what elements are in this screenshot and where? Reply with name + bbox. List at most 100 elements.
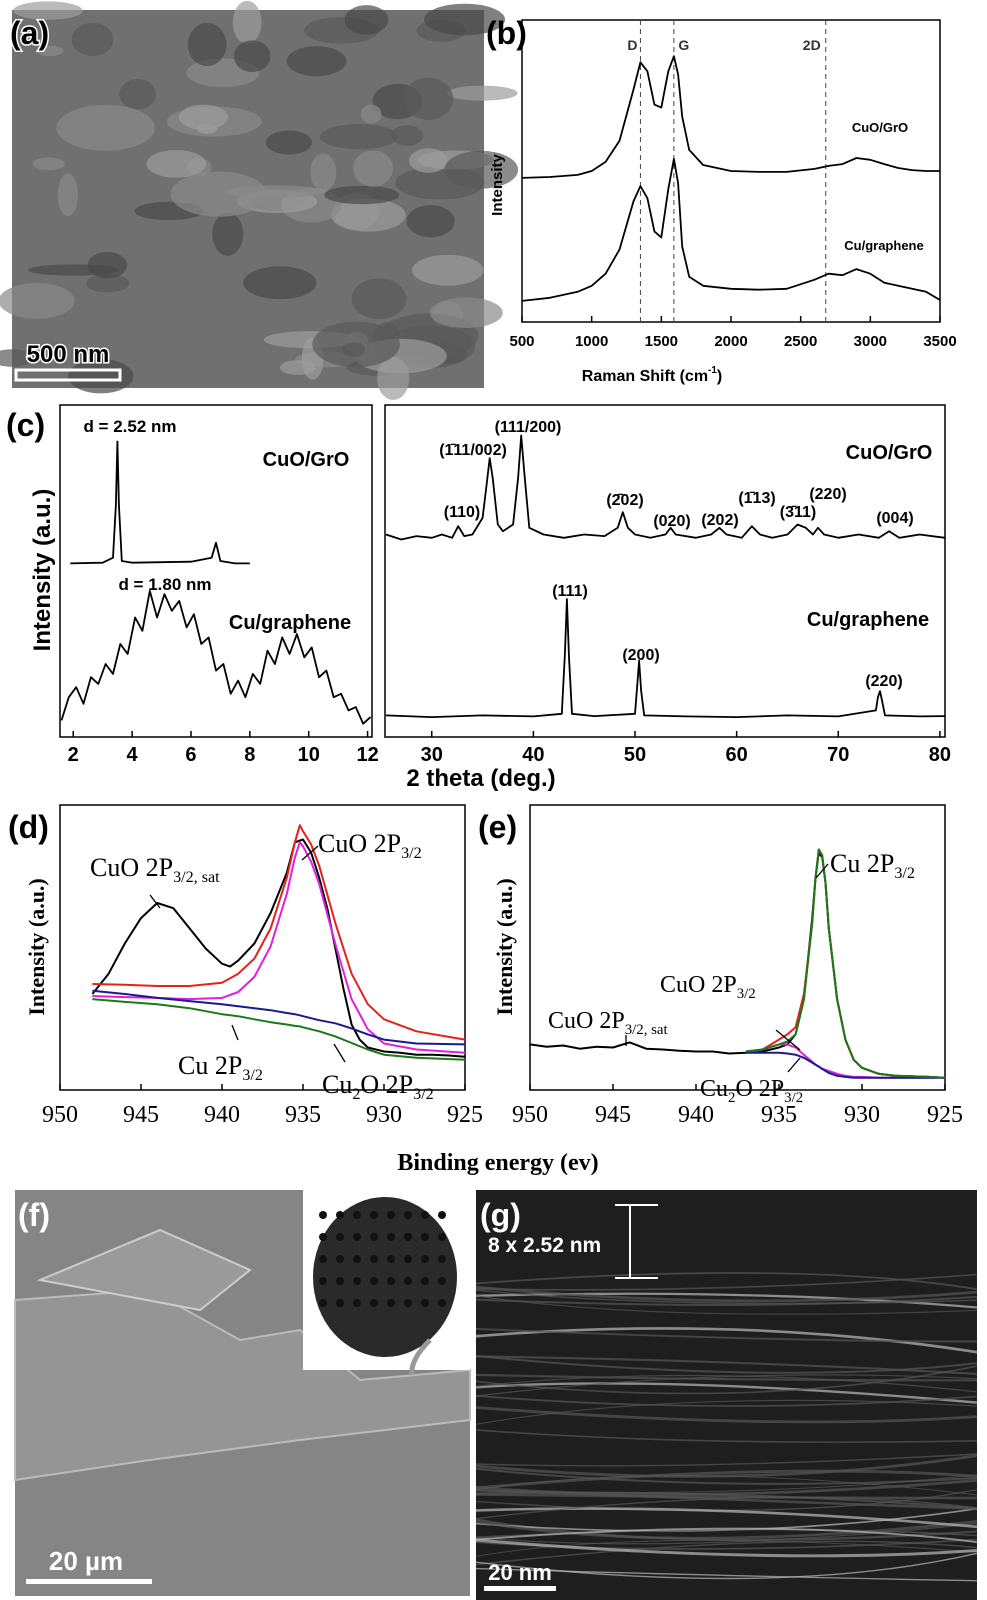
texture — [72, 23, 114, 56]
annotation: (1̄11/002) — [439, 442, 507, 459]
texture — [387, 1255, 395, 1263]
texture — [421, 1299, 429, 1307]
x-tick-label: 10 — [298, 744, 320, 766]
x-tick-label: 940 — [678, 1102, 714, 1128]
text-part: O 2P — [360, 1070, 413, 1099]
panel-label: (a) — [10, 15, 49, 51]
annotation: (220) — [809, 486, 846, 503]
series-label: Cu/graphene — [844, 238, 923, 253]
reference-label: D — [627, 37, 637, 53]
x-tick-label: 940 — [204, 1102, 240, 1128]
annotation: CuO 2P3/2, sat — [90, 853, 220, 886]
text-part: 3/2, sat — [173, 869, 220, 886]
text-part: Cu 2P — [830, 849, 894, 878]
texture — [370, 1277, 378, 1285]
texture — [336, 1211, 344, 1219]
texture — [409, 148, 448, 173]
texture — [438, 1233, 446, 1241]
scale-bar-label: 500 nm — [27, 341, 110, 368]
texture — [444, 151, 518, 189]
text-part: Cu — [322, 1070, 352, 1099]
text-part: 3/2, sat — [625, 1022, 669, 1038]
texture — [370, 1211, 378, 1219]
x-tick-label: 500 — [509, 333, 534, 350]
texture — [361, 105, 382, 124]
text-part: 3/2 — [894, 865, 915, 882]
annotation: Cu 2P3/2 — [830, 849, 915, 882]
inset-disc — [313, 1197, 457, 1357]
texture — [387, 1277, 395, 1285]
texture — [336, 1255, 344, 1263]
x-tick-label: 80 — [929, 744, 951, 766]
figure: 500 nm (a) (b) (c) (d) (e) Intensity (a.… — [0, 0, 987, 1600]
texture — [319, 1233, 327, 1241]
texture — [88, 252, 127, 278]
texture — [0, 283, 75, 319]
texture — [212, 213, 243, 256]
texture — [404, 1211, 412, 1219]
series-line — [70, 442, 250, 564]
x-tick-label: 3000 — [854, 333, 887, 350]
spacing-label: 8 x 2.52 nm — [488, 1234, 601, 1257]
texture — [344, 5, 388, 35]
texture — [336, 1299, 344, 1307]
text-part: CuO 2P — [548, 1008, 625, 1034]
texture — [319, 1299, 327, 1307]
text-part: 2 — [352, 1086, 360, 1103]
text-part: Cu — [700, 1076, 728, 1102]
texture — [353, 151, 393, 187]
texture — [370, 1299, 378, 1307]
annotation: CuO 2P3/2, sat — [548, 1008, 669, 1038]
texture — [234, 40, 271, 72]
x-tick-label: 945 — [123, 1102, 159, 1128]
texture — [353, 1299, 361, 1307]
texture — [353, 1255, 361, 1263]
texture — [421, 1277, 429, 1285]
series-line — [746, 1053, 945, 1078]
text-part: 2 — [728, 1090, 735, 1106]
x-tick-label: 3500 — [923, 333, 956, 350]
texture — [412, 255, 484, 286]
x-axis-label: Binding energy (ev) — [397, 1150, 598, 1176]
texture — [377, 357, 409, 400]
x-tick-label: 950 — [512, 1102, 548, 1128]
texture — [387, 1211, 395, 1219]
texture — [266, 130, 312, 154]
x-tick-label: 2000 — [714, 333, 747, 350]
text-part: Cu 2P — [178, 1051, 242, 1080]
x-tick-label: 70 — [827, 744, 849, 766]
x-tick-label: 935 — [285, 1102, 321, 1128]
reference-label: 2D — [803, 37, 821, 53]
annotation: (200) — [622, 647, 659, 664]
texture — [404, 1255, 412, 1263]
panel-label: (b) — [486, 15, 527, 51]
series-line — [92, 991, 465, 1045]
texture — [56, 105, 155, 151]
text-part: 3/2 — [413, 1086, 434, 1103]
reference-label: G — [678, 37, 689, 53]
annotation-arrow — [788, 1058, 800, 1072]
texture — [421, 1233, 429, 1241]
x-tick-label: 40 — [522, 744, 544, 766]
scale-bar-label: 20 nm — [488, 1560, 552, 1585]
annotation: (110) — [444, 504, 480, 521]
texture — [146, 150, 206, 178]
texture — [319, 1211, 327, 1219]
texture — [404, 1233, 412, 1241]
annotation: CuO 2P3/2 — [660, 972, 756, 1002]
annotation: Cu2O 2P3/2 — [322, 1070, 434, 1103]
text-part: Raman Shift (cm — [582, 368, 708, 385]
text-part: 3/2 — [401, 845, 422, 862]
annotation: (1̄13) — [738, 490, 775, 507]
texture — [353, 1211, 361, 1219]
y-axis-label: Intensity (a.u.) — [24, 878, 49, 1016]
series-line — [522, 56, 940, 178]
x-tick-label: 8 — [244, 744, 255, 766]
series-line — [62, 591, 371, 724]
texture — [233, 1, 262, 44]
texture — [404, 1277, 412, 1285]
series-label: CuO/GrO — [846, 442, 933, 464]
x-tick-label: 930 — [366, 1102, 402, 1128]
annotation: Cu2O 2P3/2 — [700, 1076, 803, 1106]
x-tick-label: 1500 — [645, 333, 678, 350]
